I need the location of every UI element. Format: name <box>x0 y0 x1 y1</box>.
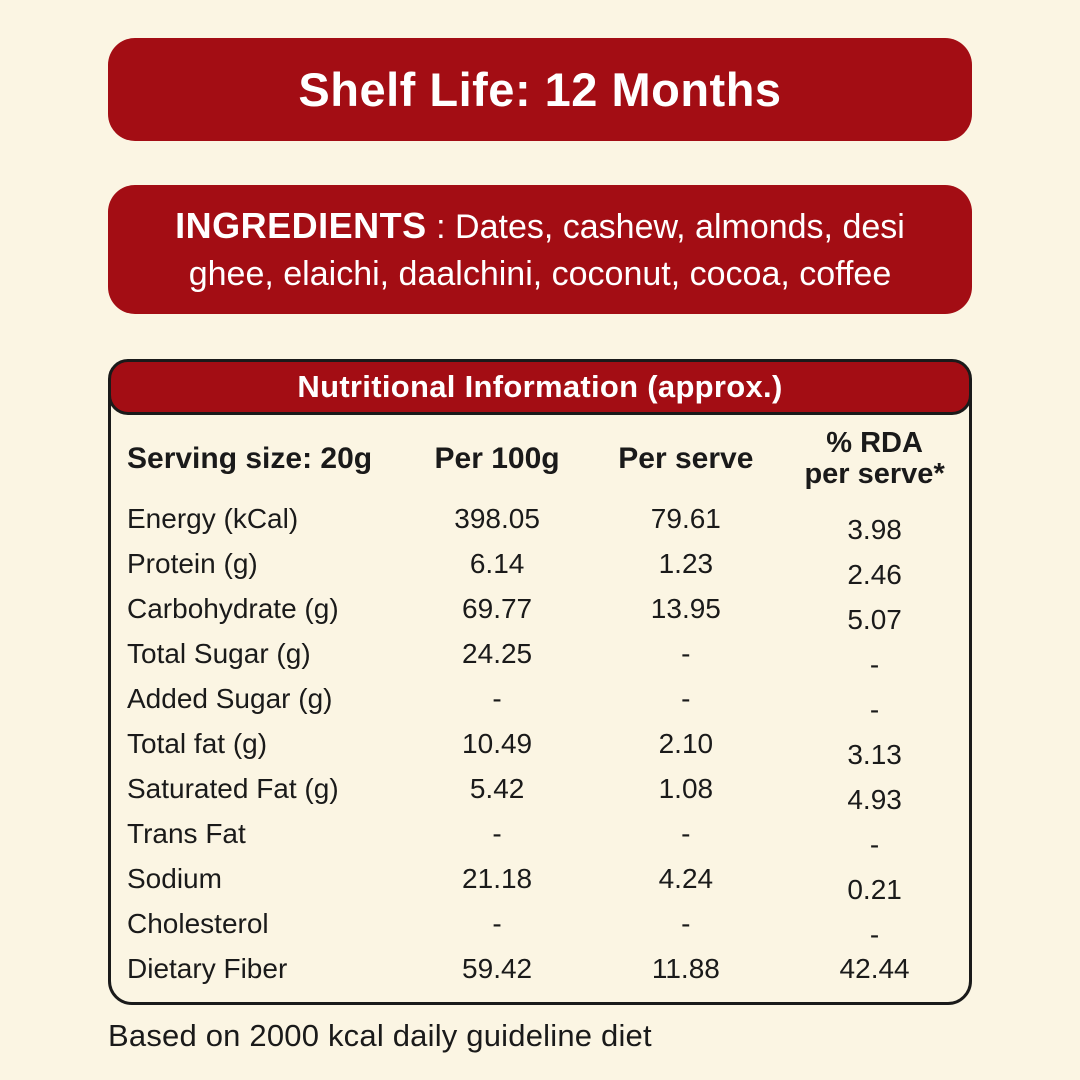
row-rda-value: - <box>869 649 880 681</box>
row-rda-value: 0.21 <box>847 874 902 906</box>
column-header-per-100g: Per 100g <box>434 441 560 475</box>
column-header-rda: % RDA per serve* <box>780 426 969 491</box>
row-nutrient-label: Total Sugar (g) <box>127 638 311 670</box>
row-per-100g-value: 6.14 <box>469 548 525 580</box>
row-rda-value: - <box>869 694 880 726</box>
row-rda-value: - <box>869 919 880 951</box>
table-row: Energy (kCal) 398.05 79.61 3.98 <box>111 497 969 545</box>
shelf-life-text: Shelf Life: 12 Months <box>298 63 782 116</box>
row-per-serve-value: - <box>681 683 691 715</box>
table-row: Sodium 21.18 4.24 0.21 <box>111 857 969 905</box>
row-per-serve-value: 4.24 <box>658 863 714 895</box>
nutrition-table-title-band: Nutritional Information (approx.) <box>108 358 972 415</box>
ingredients-list: : Dates, cashew, almonds, desi ghee, ela… <box>188 208 905 293</box>
table-row: Cholesterol - - - <box>111 902 969 950</box>
column-header-rda-line1: % RDA <box>826 426 923 459</box>
table-row: Dietary Fiber 59.42 11.88 42.44 <box>111 947 969 992</box>
row-nutrient-label: Dietary Fiber <box>127 953 288 985</box>
row-nutrient-label: Carbohydrate (g) <box>127 593 339 625</box>
table-row: Protein (g) 6.14 1.23 2.46 <box>111 542 969 590</box>
column-header-per-serve: Per serve <box>618 441 754 475</box>
table-row: Added Sugar (g) - - - <box>111 677 969 725</box>
row-nutrient-label: Protein (g) <box>127 548 258 580</box>
row-per-100g-value: 398.05 <box>454 503 540 535</box>
table-row: Saturated Fat (g) 5.42 1.08 4.93 <box>111 767 969 815</box>
row-rda-value: 2.46 <box>847 559 902 591</box>
row-rda-value: 42.44 <box>839 953 910 985</box>
column-header-rda-line2: per serve* <box>804 457 945 490</box>
row-rda-value: 3.13 <box>847 739 902 771</box>
row-per-serve-value: 11.88 <box>651 953 720 985</box>
row-nutrient-label: Energy (kCal) <box>127 503 299 535</box>
nutrition-table-title: Nutritional Information (approx.) <box>297 368 783 404</box>
table-row: Trans Fat - - - <box>111 812 969 860</box>
row-nutrient-label: Trans Fat <box>127 818 246 850</box>
shelf-life-banner: Shelf Life: 12 Months <box>108 38 972 141</box>
row-per-100g-value: - <box>492 818 502 850</box>
row-per-serve-value: 1.08 <box>658 773 714 805</box>
row-per-100g-value: 59.42 <box>462 953 533 985</box>
ingredients-heading: INGREDIENTS <box>175 205 427 246</box>
row-per-100g-value: 21.18 <box>462 863 533 895</box>
row-nutrient-label: Saturated Fat (g) <box>127 773 339 805</box>
row-per-100g-value: - <box>492 683 502 715</box>
row-nutrient-label: Total fat (g) <box>127 728 268 760</box>
row-per-100g-value: 69.77 <box>462 593 533 625</box>
row-per-serve-value: 79.61 <box>650 503 721 535</box>
row-rda-value: 3.98 <box>847 514 902 546</box>
row-per-100g-value: 24.25 <box>462 638 533 670</box>
row-per-serve-value: 2.10 <box>658 728 714 760</box>
row-per-100g-value: - <box>492 908 502 940</box>
ingredients-text: INGREDIENTS : Dates, cashew, almonds, de… <box>136 201 944 298</box>
row-per-100g-value: 10.49 <box>462 728 533 760</box>
table-row: Carbohydrate (g) 69.77 13.95 5.07 <box>111 587 969 635</box>
table-row: Total Sugar (g) 24.25 - - <box>111 632 969 680</box>
column-header-serving-size: Serving size: 20g <box>127 441 373 475</box>
row-per-serve-value: - <box>681 638 691 670</box>
row-nutrient-label: Cholesterol <box>127 908 269 940</box>
row-per-serve-value: - <box>681 908 691 940</box>
row-per-serve-value: 13.95 <box>650 593 721 625</box>
row-per-serve-value: 1.23 <box>658 548 714 580</box>
table-row: Total fat (g) 10.49 2.10 3.13 <box>111 722 969 770</box>
row-per-serve-value: - <box>681 818 691 850</box>
nutrition-table-header-row: Serving size: 20g Per 100g Per serve % R… <box>111 415 969 497</box>
row-per-100g-value: 5.42 <box>469 773 525 805</box>
nutrition-table: Nutritional Information (approx.) Servin… <box>108 358 972 1005</box>
row-rda-value: 5.07 <box>847 604 902 636</box>
row-rda-value: 4.93 <box>847 784 902 816</box>
footnote: Based on 2000 kcal daily guideline diet <box>108 1017 652 1053</box>
nutrition-table-body: Energy (kCal) 398.05 79.61 3.98 Protein … <box>111 497 969 1002</box>
row-nutrient-label: Added Sugar (g) <box>127 683 333 715</box>
row-nutrient-label: Sodium <box>127 863 222 895</box>
row-rda-value: - <box>869 829 880 861</box>
ingredients-banner: INGREDIENTS : Dates, cashew, almonds, de… <box>108 185 972 314</box>
